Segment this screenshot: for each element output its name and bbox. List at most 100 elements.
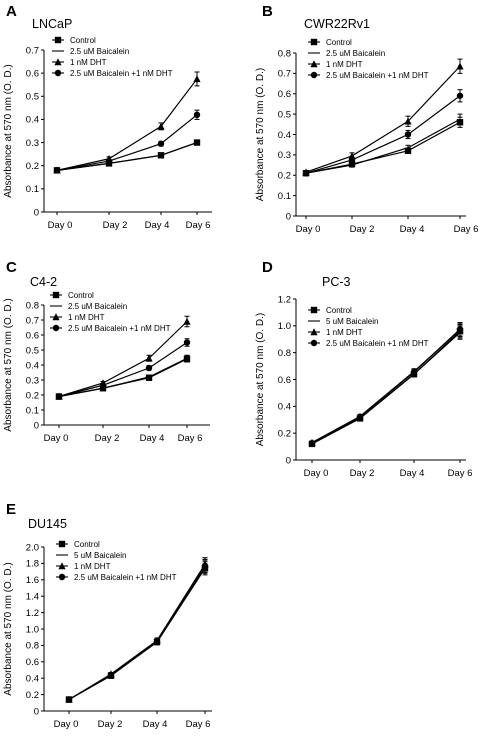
x-tick-label: Day 4 [140, 433, 165, 444]
legend-label: 2.5 uM Baicalein [326, 49, 385, 58]
series-4 [53, 109, 201, 174]
y-tick-label: 0.4 [26, 360, 39, 371]
data-point [55, 393, 63, 400]
data-point [193, 75, 201, 83]
legend-label: 5 uM Baicalein [326, 317, 378, 326]
y-tick-label: 0.1 [26, 405, 39, 416]
panel-c: C C4-2 0 0.1 0.2 0.3 0.4 0.5 0.6 0.7 0.8 Day 0 Day 2… [3, 259, 210, 444]
legend-label: 1 nM DHT [326, 328, 363, 337]
chart-title: PC-3 [322, 275, 351, 289]
series-2 [303, 113, 463, 176]
y-tick-label: 0.6 [26, 657, 39, 668]
y-axis-label: Absorbance at 570 nm (O. D.) [255, 68, 266, 201]
legend-marker [52, 291, 60, 299]
series-3 [53, 71, 201, 174]
y-tick-label: 0.4 [278, 402, 291, 413]
series-line [311, 328, 461, 444]
x-tick-label: Day 2 [350, 224, 375, 235]
panel-d: D PC-3 0 0.2 0.4 0.6 0.8 1.0 1.2 Day 0 Day 2 Day 4 D… [255, 259, 472, 479]
legend-marker [52, 313, 60, 321]
data-point [153, 638, 161, 646]
y-tick-label: 0.5 [278, 109, 291, 120]
legend-label: Control [74, 540, 100, 549]
y-tick-label: 1.0 [26, 624, 39, 635]
y-tick-label: 1.8 [26, 559, 39, 570]
y-tick-label: 0.3 [26, 375, 39, 386]
series-4 [302, 89, 464, 177]
series-4 [308, 321, 464, 447]
legend-label: Control [326, 306, 352, 315]
y-tick-label: 0.8 [26, 641, 39, 652]
panel-e: E DU145 0 0.2 0.4 0.6 0.8 1.0 1.2 1.4 1.6 1.8 2.0 Day… [3, 501, 212, 730]
x-tick-label: Day 6 [186, 719, 211, 730]
y-axis-label: Absorbance at 570 nm (O. D.) [255, 313, 266, 446]
data-point [404, 117, 412, 125]
series-1 [65, 561, 209, 703]
legend-label: 2.5 uM Baicalein +1 nM DHT [68, 324, 171, 333]
legend-marker [310, 306, 318, 314]
series-line [305, 121, 461, 174]
legend-marker [310, 60, 318, 68]
data-point [65, 696, 73, 703]
legend-marker [310, 328, 318, 336]
chart-title: CWR22Rv1 [304, 17, 370, 31]
legend-marker [54, 58, 62, 66]
series-line [305, 65, 461, 173]
x-tick-label: Day 4 [400, 468, 425, 479]
y-tick-label: 0.8 [26, 300, 39, 311]
y-tick-label: 1.4 [26, 592, 39, 603]
data-point [356, 413, 364, 421]
x-tick-label: Day 4 [145, 220, 170, 231]
chart-title: C4-2 [30, 275, 57, 289]
data-point [157, 122, 165, 130]
y-tick-label: 0.2 [278, 171, 291, 182]
x-tick-label: Day 0 [48, 220, 73, 231]
series-4 [55, 338, 191, 400]
legend-label: 1 nM DHT [74, 562, 111, 571]
y-tick-label: 0.8 [278, 48, 291, 59]
panel-letter: E [6, 501, 16, 518]
legend: Control 2.5 uM Baicalein 1 nM DHT 2.5 uM Ba… [52, 36, 173, 78]
data-point [201, 562, 209, 570]
legend-label: Control [68, 291, 94, 300]
series-line [305, 118, 461, 174]
legend-marker [58, 540, 66, 548]
series-line [56, 78, 198, 171]
data-point [348, 156, 356, 164]
y-tick-label: 0.7 [278, 69, 291, 80]
y-tick-label: 0.5 [26, 345, 39, 356]
chart-title: LNCaP [32, 17, 72, 31]
legend-label: 2.5 uM Baicalein [70, 47, 129, 56]
y-tick-label: 0.4 [26, 115, 39, 126]
x-tick-label: Day 6 [186, 220, 211, 231]
y-tick-label: 0.7 [26, 45, 39, 56]
y-tick-label: 0 [34, 420, 39, 431]
x-tick-label: Day 2 [95, 433, 120, 444]
y-tick-label: 0.7 [26, 315, 39, 326]
panel-letter: D [262, 259, 273, 276]
legend-label: 2.5 uM Baicalein +1 nM DHT [326, 339, 429, 348]
series-line [68, 566, 206, 701]
panel-b: B CWR22Rv1 0 0.1 0.2 0.3 0.4 0.5 0.6 0.7 0.8 Day 0 D… [255, 3, 478, 235]
y-tick-label: 0.1 [278, 191, 291, 202]
y-tick-label: 0.6 [278, 375, 291, 386]
legend-label: 2.5 uM Baicalein +1 nM DHT [70, 69, 173, 78]
y-tick-label: 0.6 [278, 89, 291, 100]
legend-marker [310, 71, 318, 79]
legend-label: 1 nM DHT [68, 313, 105, 322]
y-tick-label: 0.2 [26, 390, 39, 401]
series-line [311, 330, 461, 445]
data-point [145, 354, 153, 362]
data-point [456, 92, 464, 99]
data-point [308, 440, 316, 447]
legend-label: 2.5 uM Baicalein +1 nM DHT [326, 71, 429, 80]
y-axis-label: Absorbance at 570 nm (O. D.) [3, 298, 14, 431]
data-point [99, 382, 107, 389]
x-tick-label: Day 6 [448, 468, 473, 479]
series-line [68, 563, 206, 701]
legend: Control 5 uM Baicalein 1 nM DHT 2.5 uM Baic… [308, 306, 429, 348]
y-tick-label: 0.5 [26, 92, 39, 103]
legend-marker [52, 324, 60, 332]
y-tick-label: 0.6 [26, 68, 39, 79]
